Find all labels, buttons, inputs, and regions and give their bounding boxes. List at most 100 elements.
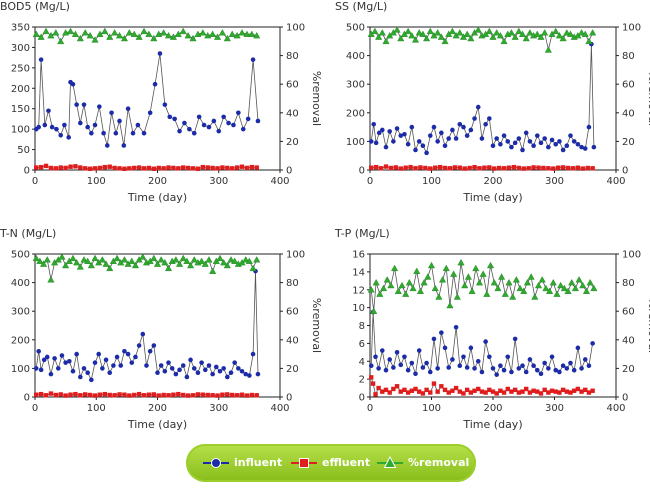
point-1-2-60	[589, 29, 597, 36]
point-1-1-37	[551, 166, 556, 171]
point-0-2-23	[145, 30, 153, 37]
point-0-0-1	[36, 124, 41, 130]
point-3-1-15	[420, 391, 426, 396]
y2-tick-label-2-4: 80	[286, 278, 299, 289]
point-2-0-2	[38, 367, 44, 373]
point-3-0-45	[531, 363, 536, 369]
point-3-0-53	[560, 363, 566, 369]
point-0-2-21	[135, 33, 143, 40]
point-3-0-42	[520, 363, 525, 369]
y-tick-label-1-1: 100	[346, 137, 365, 148]
point-1-0-56	[571, 139, 577, 144]
point-1-1-9	[413, 166, 418, 171]
point-2-2-10	[69, 254, 77, 262]
point-1-0-51	[553, 141, 559, 147]
point-0-0-12	[74, 102, 79, 107]
point-2-2-48	[209, 267, 217, 274]
point-3-1-23	[450, 388, 455, 393]
point-1-2-40	[515, 27, 523, 35]
point-3-2-29	[472, 264, 480, 272]
chart-panel-3: T-P (Mg/L) 0 2 4 6 8 10 12 14 16 0 20 40 60 80 100 0 100 2…	[334, 227, 650, 431]
point-2-2-0	[32, 254, 40, 262]
point-3-0-54	[564, 366, 570, 371]
point-1-1-7	[403, 165, 408, 170]
point-0-2-11	[86, 31, 94, 39]
point-0-2-24	[150, 34, 158, 42]
point-3-2-22	[446, 301, 454, 309]
point-0-1-35	[205, 165, 210, 170]
point-0-0-4	[46, 108, 51, 114]
point-0-2-18	[120, 34, 128, 42]
point-3-0-26	[461, 354, 466, 360]
point-3-1-28	[468, 390, 474, 395]
point-3-0-48	[542, 360, 547, 366]
point-1-0-47	[538, 140, 544, 146]
point-3-2-21	[442, 264, 450, 272]
point-3-2-61	[590, 284, 598, 292]
point-3-2-17	[427, 261, 436, 269]
x-tick-label-0-4: 400	[270, 176, 289, 187]
point-1-1-17	[452, 165, 458, 170]
point-0-2-5	[57, 37, 65, 45]
point-3-0-55	[568, 360, 573, 366]
point-3-1-40	[512, 387, 518, 393]
point-2-0-9	[63, 360, 68, 365]
point-1-1-25	[492, 166, 497, 171]
point-0-0-51	[255, 118, 261, 124]
point-3-2-53	[560, 284, 568, 292]
y2-tick-label-0-4: 80	[286, 51, 299, 62]
point-2-0-17	[92, 360, 98, 365]
point-1-0-9	[398, 133, 404, 138]
point-0-0-8	[62, 122, 67, 128]
series-line-3-0	[370, 312, 593, 376]
point-3-2-4	[379, 284, 388, 292]
point-1-1-30	[516, 165, 522, 171]
point-3-1-17	[428, 390, 433, 395]
point-2-0-7	[55, 366, 61, 371]
point-1-0-7	[391, 139, 396, 144]
point-3-0-14	[416, 348, 422, 353]
point-2-2-13	[80, 256, 88, 263]
point-3-1-30	[476, 386, 481, 392]
point-1-0-55	[568, 133, 573, 138]
point-2-1-1	[38, 391, 44, 397]
point-1-2-43	[526, 29, 534, 36]
point-2-0-1	[36, 348, 41, 354]
point-1-0-5	[383, 144, 389, 150]
point-3-1-21	[442, 387, 448, 393]
point-2-2-8	[62, 261, 70, 269]
point-1-1-24	[487, 165, 492, 170]
point-0-0-30	[152, 81, 158, 87]
point-0-2-7	[66, 27, 75, 35]
point-2-2-50	[216, 254, 224, 262]
point-0-0-40	[201, 122, 207, 128]
point-0-2-36	[209, 30, 217, 37]
x-tick-label-1-3: 300	[545, 176, 564, 187]
point-1-0-31	[479, 136, 485, 141]
point-1-1-13	[432, 165, 438, 170]
point-3-0-12	[409, 360, 415, 366]
point-3-2-44	[527, 273, 535, 280]
point-3-2-8	[394, 287, 402, 294]
point-2-2-11	[73, 258, 81, 266]
point-1-1-44	[585, 165, 590, 171]
point-3-2-59	[582, 287, 591, 294]
point-1-0-39	[509, 144, 514, 150]
point-1-2-18	[434, 29, 442, 36]
point-1-1-41	[570, 166, 576, 171]
point-3-0-27	[464, 365, 470, 370]
chart-title-2: T-N (Mg/L)	[0, 227, 56, 240]
point-3-0-22	[446, 365, 452, 370]
y2-tick-label-0-0: 0	[286, 166, 292, 177]
point-3-2-39	[509, 293, 517, 300]
point-1-0-3	[376, 130, 382, 136]
point-3-1-58	[579, 389, 584, 394]
point-1-2-15	[423, 34, 431, 42]
point-0-0-49	[245, 116, 251, 122]
point-3-0-52	[557, 369, 562, 375]
point-3-1-35	[494, 391, 499, 396]
point-0-1-43	[244, 165, 250, 171]
point-0-1-25	[156, 165, 161, 171]
point-1-2-19	[437, 33, 445, 40]
x-tick-label-2-3: 300	[209, 403, 228, 414]
